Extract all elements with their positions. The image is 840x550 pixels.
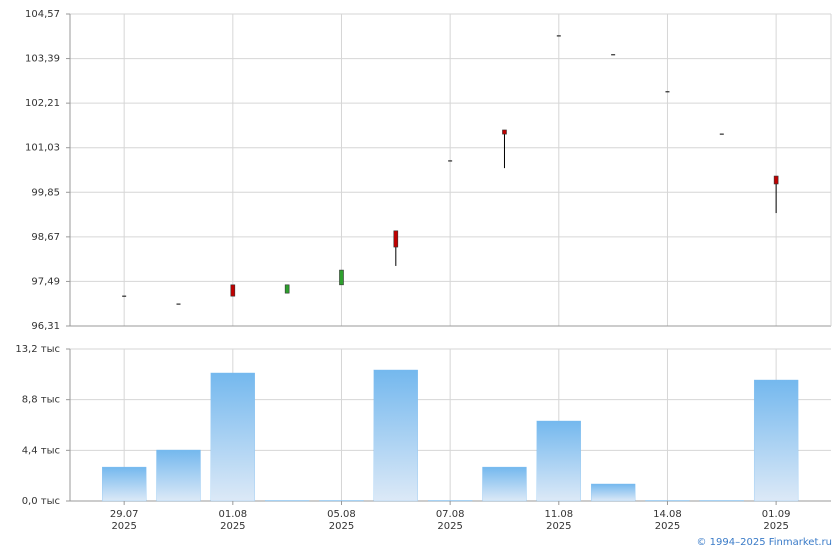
y-tick-label: 4,4 тыс [22,445,60,456]
x-tick-label: 05.08 [327,509,356,520]
candle-body [230,284,236,297]
x-tick-label: 01.08 [219,509,248,520]
x-tick-label: 2025 [655,521,680,532]
y-tick-label: 99,85 [31,187,60,198]
y-tick-label: 102,21 [25,98,60,109]
volume-bar [753,379,799,502]
volume-bar [210,372,255,502]
volume-bar [156,449,201,502]
volume-bar [536,420,581,502]
candle-body [393,230,399,248]
x-tick-label: 2025 [763,521,788,532]
footer: © 1994–2025 Finmarket.ru [696,537,832,548]
candle-body [773,175,779,185]
x-tick-label: 01.09 [762,509,791,520]
x-tick-label: 2025 [220,521,245,532]
y-tick-label: 104,57 [25,9,60,20]
x-tick-label: 2025 [546,521,571,532]
y-tick-label: 101,03 [25,143,60,154]
y-tick-label: 96,31 [31,321,60,332]
volume-bar [102,466,147,502]
x-tick-label: 2025 [111,521,136,532]
volume-bar [590,483,636,502]
candle-body [339,269,344,286]
volume-bar [699,500,744,502]
candle-body [284,284,290,294]
y-tick-label: 97,49 [31,276,60,287]
y-tick-label: 103,39 [25,54,60,65]
y-tick-label: 0,0 тыс [22,496,60,507]
x-tick-label: 11.08 [544,509,573,520]
volume-bar [265,500,310,502]
volume-bar [373,369,418,502]
x-tick-label: 07.08 [436,509,465,520]
candle-body [502,129,507,135]
volume-bar [482,466,527,502]
volume-bar [427,500,473,502]
x-tick-label: 2025 [437,521,462,532]
x-tick-label: 29.07 [110,509,139,520]
x-tick-label: 14.08 [653,509,682,520]
y-tick-label: 98,67 [31,232,60,243]
y-tick-label: 13,2 тыс [15,344,60,355]
volume-bar [645,500,690,502]
y-tick-label: 8,8 тыс [22,395,60,406]
volume-bar [319,500,364,502]
x-tick-label: 2025 [329,521,354,532]
